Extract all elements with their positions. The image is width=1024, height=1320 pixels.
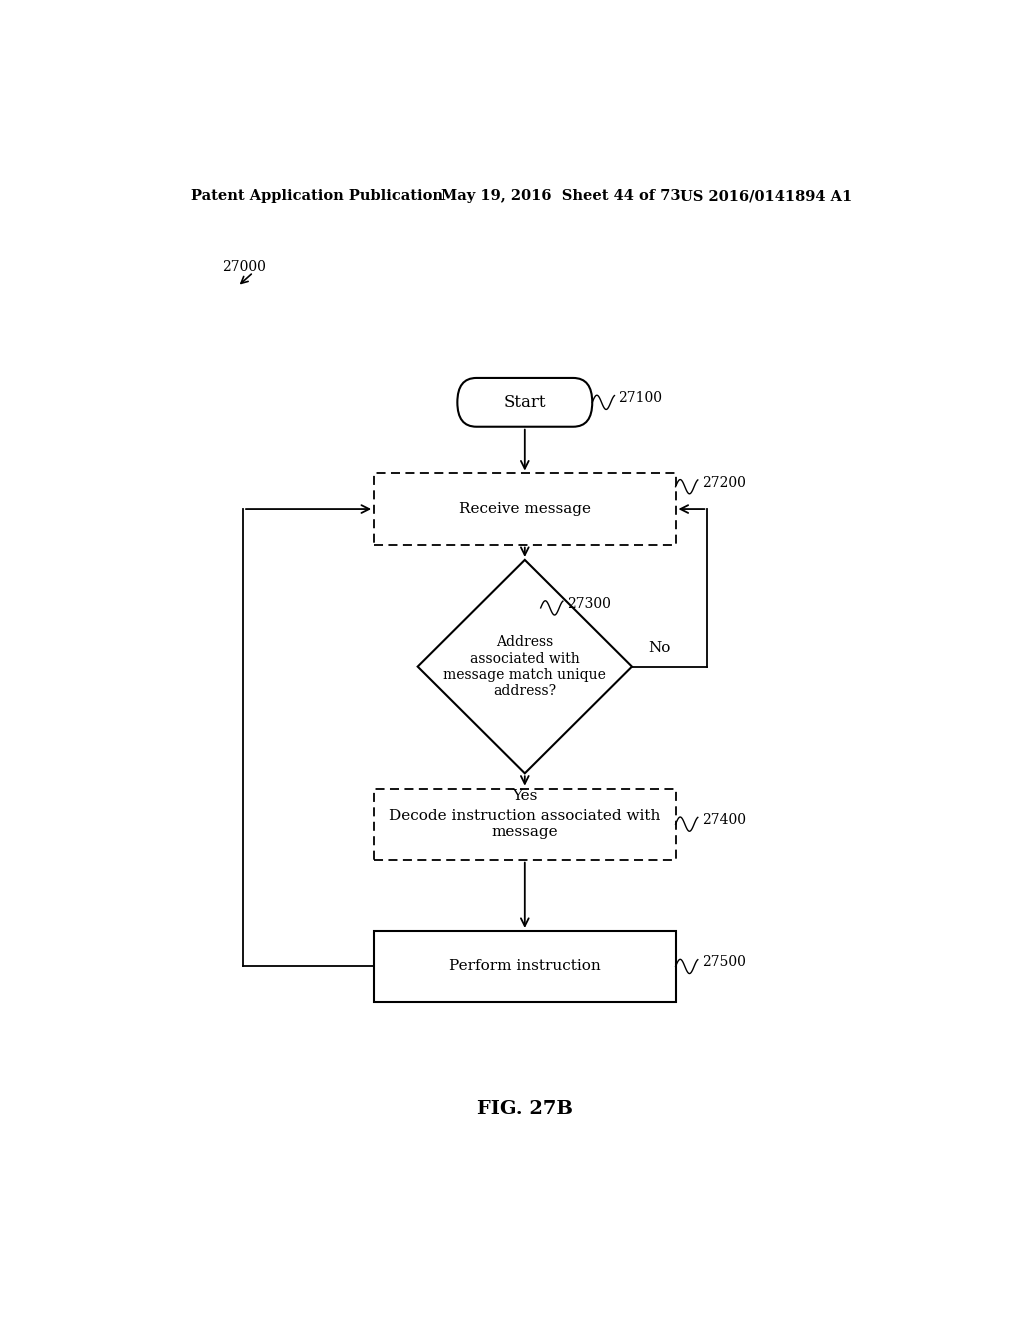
- Text: Address
associated with
message match unique
address?: Address associated with message match un…: [443, 635, 606, 698]
- Bar: [374, 931, 676, 1002]
- Bar: [374, 474, 676, 545]
- Text: US 2016/0141894 A1: US 2016/0141894 A1: [680, 189, 852, 203]
- Text: FIG. 27B: FIG. 27B: [477, 1100, 572, 1118]
- Text: May 19, 2016  Sheet 44 of 73: May 19, 2016 Sheet 44 of 73: [441, 189, 681, 203]
- Text: Perform instruction: Perform instruction: [449, 960, 601, 973]
- Text: 27300: 27300: [567, 597, 610, 611]
- Text: Patent Application Publication: Patent Application Publication: [191, 189, 443, 203]
- Text: Yes: Yes: [512, 788, 538, 803]
- Polygon shape: [418, 560, 632, 774]
- Text: No: No: [648, 642, 670, 655]
- Text: 27200: 27200: [701, 475, 745, 490]
- FancyBboxPatch shape: [458, 378, 592, 426]
- Text: Decode instruction associated with
message: Decode instruction associated with messa…: [389, 809, 660, 840]
- Bar: [374, 788, 676, 859]
- Text: Receive message: Receive message: [459, 502, 591, 516]
- Text: 27500: 27500: [701, 956, 745, 969]
- Text: 27100: 27100: [618, 391, 663, 405]
- Text: 27000: 27000: [221, 260, 265, 275]
- Text: Start: Start: [504, 393, 546, 411]
- Text: 27400: 27400: [701, 813, 745, 828]
